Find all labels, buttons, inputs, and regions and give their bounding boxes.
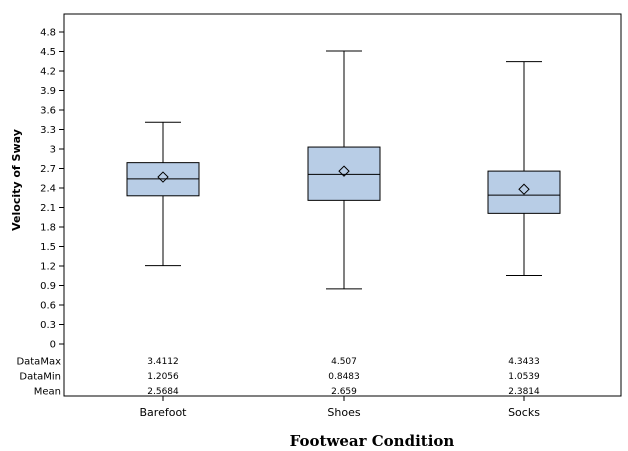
y-tick-label: 4.8: [40, 28, 56, 39]
stat-value: 2.659: [331, 387, 357, 397]
x-tick-label: Socks: [508, 406, 540, 419]
box-series: [126, 50, 561, 290]
stat-value: 3.4112: [147, 357, 179, 367]
x-tick-label: Barefoot: [140, 406, 188, 419]
stat-value: 1.0539: [508, 372, 540, 382]
box-shoes: [307, 50, 381, 290]
stat-value: 4.507: [331, 357, 357, 367]
stat-value: 2.5684: [147, 387, 179, 397]
box-socks: [487, 61, 561, 276]
iqr-box: [307, 146, 381, 201]
box-barefoot: [126, 121, 200, 267]
stat-row-label: DataMax: [16, 357, 61, 368]
y-tick-label: 3.6: [40, 106, 56, 117]
y-tick-label: 0: [50, 340, 56, 351]
y-axis-title: Velocity of Sway: [10, 129, 23, 231]
y-tick-label: 2.4: [40, 184, 56, 195]
y-tick-label: 3: [50, 145, 56, 156]
iqr-box: [487, 170, 561, 214]
stat-value: 4.3433: [508, 357, 540, 367]
y-tick-label: 2.1: [40, 203, 56, 214]
x-tick-label: Shoes: [327, 406, 360, 419]
y-tick-label: 1.2: [40, 262, 56, 273]
y-tick-label: 1.5: [40, 242, 56, 253]
stat-row-label: DataMin: [19, 372, 61, 383]
y-tick-label: 4.5: [40, 47, 56, 58]
y-tick-label: 1.8: [40, 223, 56, 234]
mean-marker: [518, 183, 530, 195]
x-axis-title: Footwear Condition: [290, 432, 455, 450]
y-tick-label: 3.3: [40, 125, 56, 136]
stat-row-label: Mean: [34, 387, 61, 398]
y-tick-label: 3.9: [40, 86, 56, 97]
stats-table: DataMax 3.4112 4.507 4.3433 DataMin 1.2056 0.8…: [16, 357, 540, 398]
stat-value: 2.3814: [508, 387, 540, 397]
y-tick-label: 0.6: [40, 301, 56, 312]
y-tick-label: 4.2: [40, 67, 56, 78]
x-axis: Barefoot Shoes Socks: [140, 396, 540, 419]
mean-marker: [338, 165, 350, 177]
plot-frame: [63, 13, 622, 397]
y-tick-label: 0.3: [40, 320, 56, 331]
y-tick-label: 2.7: [40, 164, 56, 175]
stat-value: 0.8483: [328, 372, 360, 382]
y-axis: 0 0.3 0.6 0.9 1.2 1.5 1.8 2.1 2.4 2.7 3 3.3 3.6 3.9 4.…: [40, 28, 64, 351]
stat-value: 1.2056: [147, 372, 179, 382]
mean-marker: [157, 171, 169, 183]
y-tick-label: 0.9: [40, 281, 56, 292]
